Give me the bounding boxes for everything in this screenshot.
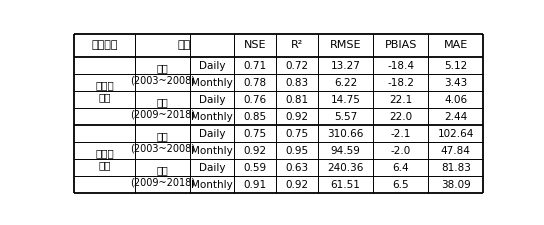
Text: 4.06: 4.06 — [444, 95, 467, 105]
Text: 0.91: 0.91 — [244, 180, 267, 190]
Text: 검증
(2009~2018): 검증 (2009~2018) — [129, 165, 195, 187]
Text: 0.76: 0.76 — [244, 95, 267, 105]
Text: 81.83: 81.83 — [441, 163, 471, 173]
Text: 충주댐
유역: 충주댐 유역 — [95, 148, 114, 171]
Text: Monthly: Monthly — [191, 112, 233, 122]
Text: Monthly: Monthly — [191, 146, 233, 156]
Text: 2.44: 2.44 — [444, 112, 467, 122]
Text: 13.27: 13.27 — [331, 61, 361, 71]
Text: Daily: Daily — [199, 129, 225, 139]
Text: 0.59: 0.59 — [244, 163, 267, 173]
Text: 14.75: 14.75 — [331, 95, 361, 105]
Text: 94.59: 94.59 — [331, 146, 361, 156]
Text: 240.36: 240.36 — [327, 163, 364, 173]
Text: Daily: Daily — [199, 61, 225, 71]
Text: Daily: Daily — [199, 163, 225, 173]
Text: 0.72: 0.72 — [286, 61, 308, 71]
Text: R²: R² — [291, 40, 303, 50]
Text: MAE: MAE — [443, 40, 468, 50]
Text: 5.12: 5.12 — [444, 61, 467, 71]
Text: 0.92: 0.92 — [244, 146, 267, 156]
Text: 보정
(2003~2008): 보정 (2003~2008) — [129, 63, 195, 85]
Text: -2.1: -2.1 — [391, 129, 411, 139]
Text: 기간: 기간 — [178, 40, 191, 50]
Text: 5.57: 5.57 — [334, 112, 357, 122]
Text: 0.85: 0.85 — [244, 112, 267, 122]
Text: 22.0: 22.0 — [389, 112, 412, 122]
Text: 3.43: 3.43 — [444, 78, 467, 88]
Text: 0.75: 0.75 — [286, 129, 308, 139]
Text: 경안천
유역: 경안천 유역 — [95, 80, 114, 102]
Text: Monthly: Monthly — [191, 180, 233, 190]
Text: 61.51: 61.51 — [331, 180, 361, 190]
Text: 0.63: 0.63 — [286, 163, 308, 173]
Text: 102.64: 102.64 — [437, 129, 474, 139]
Text: 6.5: 6.5 — [392, 180, 409, 190]
Text: 0.95: 0.95 — [286, 146, 308, 156]
Text: Monthly: Monthly — [191, 78, 233, 88]
Text: -18.4: -18.4 — [387, 61, 414, 71]
Text: 0.81: 0.81 — [286, 95, 308, 105]
Text: 0.75: 0.75 — [244, 129, 267, 139]
Text: -2.0: -2.0 — [391, 146, 411, 156]
Text: 0.92: 0.92 — [286, 112, 308, 122]
Text: 검증
(2009~2018): 검증 (2009~2018) — [129, 97, 195, 119]
Text: 47.84: 47.84 — [441, 146, 471, 156]
Text: 22.1: 22.1 — [389, 95, 412, 105]
Text: 0.71: 0.71 — [244, 61, 267, 71]
Text: PBIAS: PBIAS — [385, 40, 417, 50]
Text: 0.92: 0.92 — [286, 180, 308, 190]
Text: 6.4: 6.4 — [392, 163, 409, 173]
Text: 0.78: 0.78 — [244, 78, 267, 88]
Text: 6.22: 6.22 — [334, 78, 357, 88]
Text: -18.2: -18.2 — [387, 78, 414, 88]
Text: 0.83: 0.83 — [286, 78, 308, 88]
Text: 대상유역: 대상유역 — [91, 40, 118, 50]
Text: Daily: Daily — [199, 95, 225, 105]
Text: NSE: NSE — [244, 40, 267, 50]
Text: 38.09: 38.09 — [441, 180, 471, 190]
Text: 310.66: 310.66 — [327, 129, 364, 139]
Text: 보정
(2003~2008): 보정 (2003~2008) — [129, 131, 195, 153]
Text: RMSE: RMSE — [330, 40, 361, 50]
